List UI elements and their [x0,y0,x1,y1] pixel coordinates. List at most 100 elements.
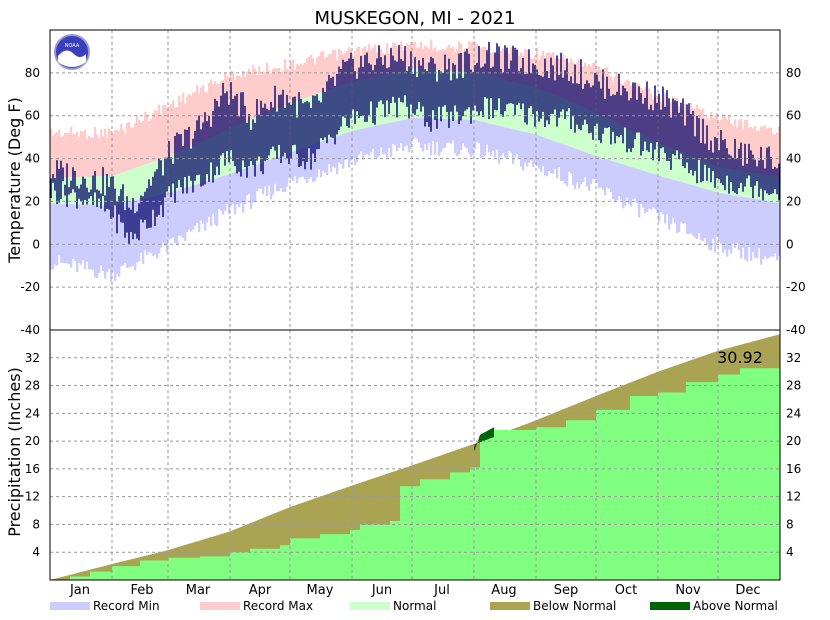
record-max-bar [508,53,511,82]
observed-temperature-bar [436,81,438,129]
record-max-bar [526,49,529,86]
record-min-bar [368,127,371,156]
observed-temperature-bar [74,170,76,193]
record-min-bar [96,205,99,279]
record-min-bar [476,120,479,143]
record-min-bar [158,195,161,254]
record-min-bar [568,146,571,172]
observed-temperature-bar [550,57,552,114]
record-max-bar [536,48,539,88]
record-min-bar [98,205,101,273]
observed-temperature-bar [112,176,114,218]
precipitation-tick-right: 20 [786,434,801,448]
observed-temperature-bar [284,107,286,153]
observed-temperature-bar [624,88,626,128]
record-min-bar [274,157,277,184]
record-min-bar [530,133,533,161]
normal-bar [370,77,373,127]
observed-temperature-bar [774,167,776,190]
observed-temperature-bar [126,196,128,233]
observed-temperature-bar [102,167,104,196]
record-min-bar [768,201,771,258]
record-min-bar [348,132,351,168]
record-min-bar [580,150,583,185]
record-max-bar [276,68,279,109]
precipitation-tick-left: 32 [25,351,40,365]
record-min-bar [500,126,503,156]
observed-temperature-bar [222,82,224,154]
record-max-bar [186,96,189,149]
observed-temperature-bar [418,60,420,102]
observed-temperature-bar [770,156,772,195]
normal-bar [72,177,75,205]
record-max-bar [140,122,143,167]
observed-temperature-bar [422,57,424,107]
observed-temperature-bar [138,203,140,241]
record-min-bar [424,118,427,144]
record-min-bar [506,127,509,158]
observed-temperature-bar [362,66,364,116]
record-min-bar [480,121,483,159]
observed-temperature-bar [658,93,660,162]
observed-temperature-bar [680,102,682,154]
record-min-bar [460,119,463,151]
record-max-bar [356,47,359,81]
record-max-bar [428,48,431,70]
record-min-bar [646,171,649,212]
observed-temperature-bar [292,97,294,146]
record-max-bar [110,130,113,176]
observed-temperature-bar [674,100,676,156]
record-max-bar [450,48,453,72]
temperature-tick-right: 0 [786,237,794,251]
record-min-bar [540,136,543,173]
observed-temperature-bar [202,122,204,186]
record-min-bar [624,165,627,206]
normal-bar [222,132,225,177]
record-min-bar [102,205,105,271]
observed-temperature-bar [90,189,92,196]
record-min-bar [742,197,745,248]
record-min-bar [240,170,243,204]
record-min-bar [590,154,593,184]
normal-bar [120,172,123,204]
normal-bar [642,135,645,171]
record-max-bar [54,133,57,178]
precipitation-tick-left: 20 [25,434,40,448]
precipitation-tick-left: 28 [25,379,40,393]
record-min-bar [648,172,651,209]
record-min-bar [518,130,521,159]
record-min-bar [736,195,739,243]
observed-temperature-bar [458,53,460,125]
record-max-bar [736,127,739,171]
record-min-bar [182,188,185,238]
record-min-bar [492,124,495,151]
record-min-bar [520,131,523,167]
precipitation-panel: 4 4 8 8 12 12 16 16 20 20 24 24 28 28 32 32 [25,329,801,581]
normal-bar [392,72,395,123]
observed-temperature-bar [260,100,262,172]
observed-temperature-bar [532,63,534,114]
observed-temperature-bar [358,67,360,119]
month-label: Jan [69,583,90,598]
record-max-bar [452,46,455,72]
normal-bar [650,139,653,174]
normal-bar [660,144,663,177]
observed-temperature-bar [762,160,764,201]
observed-temperature-bar [498,46,500,99]
observed-temperature-bar [248,113,250,167]
record-min-bar [214,178,217,225]
record-max-bar [270,73,273,112]
normal-bar [712,164,715,192]
record-max-bar [394,42,397,73]
observed-temperature-bar [588,83,590,134]
observed-temperature-bar [156,169,158,217]
record-max-bar [128,121,131,171]
record-max-bar [58,129,61,178]
observed-temperature-bar [454,64,456,106]
record-min-bar [708,190,711,250]
observed-temperature-bar [170,157,172,198]
record-max-bar [578,59,581,106]
record-min-bar [354,130,357,166]
record-min-bar [582,151,585,183]
record-max-bar [538,60,541,89]
